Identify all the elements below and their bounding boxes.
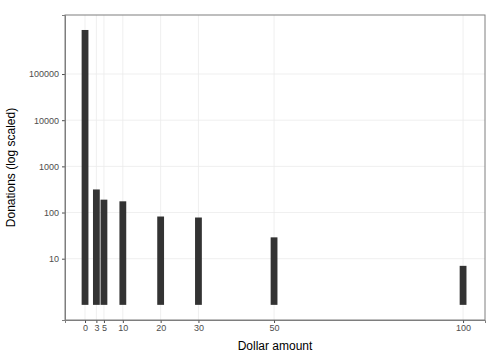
bars (82, 30, 467, 305)
tick: 3 (94, 320, 99, 333)
bar (93, 189, 100, 304)
bar (101, 200, 108, 305)
panel-background (65, 15, 485, 320)
tick: 100 (456, 320, 471, 333)
panel-border (65, 15, 485, 320)
tick: 1000 (39, 162, 65, 172)
tick-label: 0 (83, 323, 88, 333)
tick-label: 20 (156, 323, 166, 333)
tick-label: 10 (49, 254, 59, 264)
tick-label: 10 (118, 323, 128, 333)
grid-line-y (65, 74, 485, 75)
tick-label: 50 (270, 323, 280, 333)
grid-line-y (65, 120, 485, 121)
tick: 100000 (29, 69, 65, 79)
tick-label: 30 (194, 323, 204, 333)
bar (195, 218, 202, 305)
tick-label: 10000 (34, 116, 59, 126)
tick: 10 (49, 254, 65, 264)
plot: 035 10 20 30 50 100 10 100 1000 10000 100000 (29, 15, 486, 333)
bar (460, 266, 467, 305)
x-axis: 035 10 20 30 50 100 (66, 320, 486, 333)
y-axis: 10 100 1000 10000 100000 (29, 16, 66, 321)
tick: 100 (44, 208, 65, 218)
tick-label: 100 (44, 208, 59, 218)
grid (65, 15, 485, 320)
tick: 10 (118, 320, 128, 333)
bar (82, 30, 89, 305)
bar (271, 237, 278, 305)
tick: 10000 (34, 116, 65, 126)
tick-label: 100 (456, 323, 471, 333)
bar (119, 201, 126, 305)
tick: 50 (270, 320, 280, 333)
tick-label: 1000 (39, 162, 59, 172)
grid-line-y (65, 212, 485, 213)
tick: 0 (83, 320, 88, 333)
grid-line-y (65, 166, 485, 167)
tick: 30 (194, 320, 204, 333)
tick-label: 5 (102, 323, 107, 333)
x-axis-title: Dollar amount (238, 339, 313, 353)
tick: 5 (102, 320, 107, 333)
y-axis-title: Donations (log scaled) (4, 108, 18, 227)
bar (157, 217, 164, 305)
tick-label: 3 (94, 323, 99, 333)
chart: 035 10 20 30 50 100 10 100 1000 10000 100000 Dollar… (0, 0, 500, 358)
tick: 20 (156, 320, 166, 333)
tick-label: 100000 (29, 69, 59, 79)
